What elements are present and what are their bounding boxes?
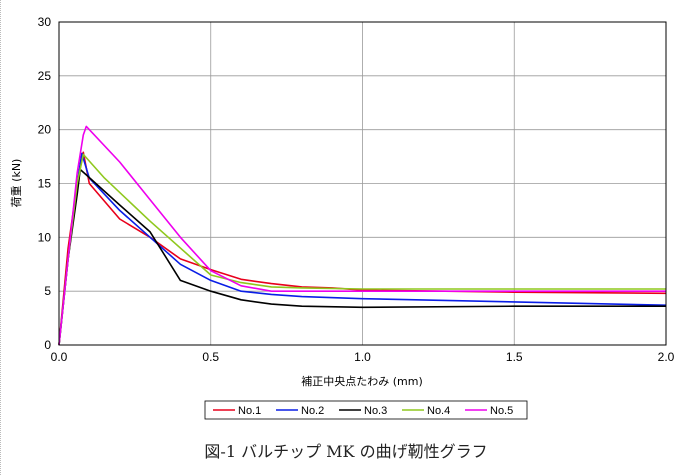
legend-label-2: No.2 [301,405,324,417]
x-axis-label: 補正中央点たわみ (mm) [301,375,423,388]
y-tick-label: 15 [38,177,52,191]
y-tick-label: 5 [44,284,51,298]
legend-box [204,400,528,420]
y-tick-label: 30 [38,15,52,29]
page-edge-dotted-border [0,0,3,475]
series-line-3 [58,168,666,346]
x-tick-label: 2.0 [658,350,675,364]
series-line-5 [58,125,666,346]
x-tick-label: 1.5 [506,350,523,364]
y-tick-label: 10 [38,230,52,244]
y-tick-label: 25 [38,69,52,83]
y-axis-ticks: 0 5 10 15 20 25 30 [38,15,52,352]
series-line-4 [58,153,666,346]
load-deflection-chart: 0 5 10 15 20 25 30 0.0 0.5 1.0 1.5 2.0 荷重 (kN) 補正中… [9,15,675,420]
legend-label-3: No.3 [364,405,387,417]
x-tick-label: 1.0 [354,350,371,364]
figure-caption: 図-1 バルチップ MK の曲げ靭性グラフ [204,442,488,461]
y-axis-label: 荷重 (kN) [9,159,23,208]
series-lines [58,125,667,346]
legend-label-4: No.4 [427,405,450,417]
y-tick-label: 20 [38,123,52,137]
plot-frame [58,21,667,346]
x-tick-label: 0.5 [202,350,219,364]
legend: No.1 No.2 No.3 No.4 No.5 [204,400,528,420]
y-tick-label: 0 [44,338,51,352]
legend-label-1: No.1 [238,405,261,417]
x-tick-label: 0.0 [51,350,68,364]
legend-label-5: No.5 [490,405,513,417]
x-axis-ticks: 0.0 0.5 1.0 1.5 2.0 [51,350,675,364]
